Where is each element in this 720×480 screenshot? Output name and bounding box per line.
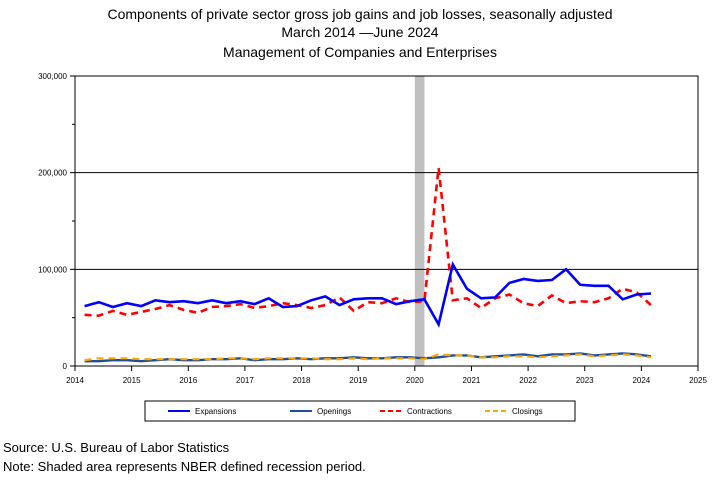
legend-box [144, 400, 576, 422]
plot-frame [74, 75, 699, 367]
x-tick-label: 2018 [293, 376, 311, 385]
legend-label-openings: Openings [317, 407, 351, 416]
legend-label-contractions: Contractions [407, 407, 452, 416]
source-note: Source: U.S. Bureau of Labor Statistics [3, 440, 230, 455]
recession-note: Note: Shaded area represents NBER define… [3, 459, 366, 474]
x-tick-label: 2022 [519, 376, 537, 385]
recession-band [414, 76, 425, 366]
series-line-contractions [84, 167, 652, 318]
x-tick-label: 2015 [123, 376, 141, 385]
chart-subtitle-dates: March 2014 —June 2024 [0, 23, 720, 41]
y-tick-label: 100,000 [38, 265, 67, 274]
x-tick-label: 2014 [66, 376, 84, 385]
x-tick-label: 2019 [349, 376, 367, 385]
x-tick-label: 2023 [576, 376, 594, 385]
chart-subtitle-industry: Management of Companies and Enterprises [223, 44, 497, 60]
y-tick-label: 0 [63, 362, 68, 371]
subtitle-dash-icon: — [359, 24, 374, 40]
subtitle-end: June 2024 [373, 24, 439, 40]
x-tick-label: 2016 [179, 376, 197, 385]
series-line-openings [84, 352, 652, 363]
series-line-closings [84, 353, 652, 362]
x-tick-label: 2017 [236, 376, 254, 385]
series-line-expansions [84, 261, 652, 328]
x-tick-label: 2021 [463, 376, 481, 385]
chart-title: Components of private sector gross job g… [107, 6, 613, 22]
y-tick-label: 200,000 [38, 169, 67, 178]
y-tick-label: 300,000 [38, 72, 67, 81]
legend-label-expansions: Expansions [195, 407, 236, 416]
x-tick-label: 2020 [406, 376, 424, 385]
x-tick-label: 2024 [632, 376, 650, 385]
legend-label-closings: Closings [512, 407, 543, 416]
x-tick-label: 2025 [689, 376, 707, 385]
subtitle-start: March 2014 [281, 24, 356, 40]
